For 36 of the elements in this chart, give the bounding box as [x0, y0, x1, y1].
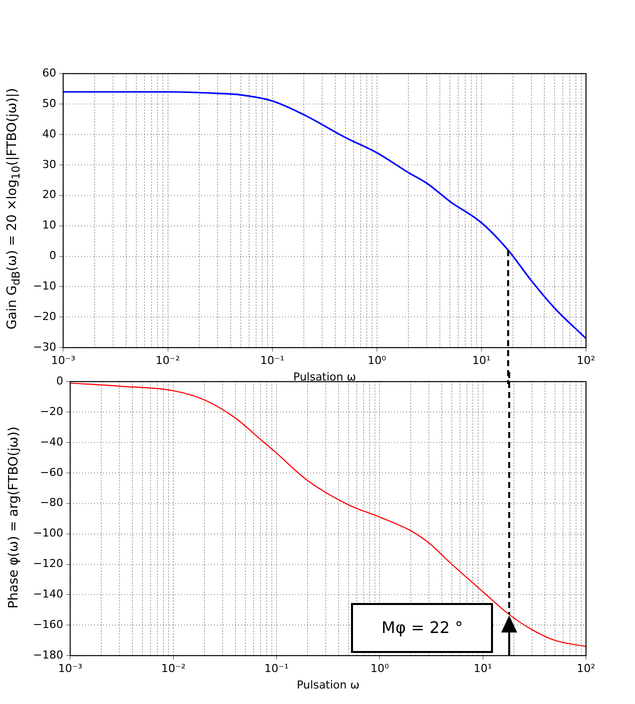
x-tick-label: 10² [576, 354, 596, 368]
x-axis-title: Pulsation ω [293, 370, 356, 384]
x-tick-label: 10¹ [474, 662, 492, 676]
y-tick-label: 20 [42, 188, 56, 202]
x-tick-label: 10⁻¹ [260, 354, 284, 368]
x-tick-label: 10⁻³ [58, 662, 82, 676]
y-tick-label: −80 [40, 496, 64, 510]
x-tick-label: 10⁰ [368, 354, 387, 368]
y-tick-label: 0 [49, 249, 56, 262]
y-tick-label: 10 [42, 218, 56, 232]
y-tick-label: 0 [56, 374, 64, 388]
y-tick-label: −10 [32, 280, 56, 293]
y-tick-label: −20 [40, 404, 64, 418]
y-axis-title: Phase φ(ω) = arg(FTBO(jω)) [6, 426, 22, 608]
x-tick-label: 10⁻¹ [264, 662, 289, 676]
x-tick-label: 10⁻² [156, 354, 180, 368]
y-tick-label: 50 [42, 96, 56, 110]
y-tick-label: −180 [32, 648, 64, 662]
x-tick-label: 10¹ [472, 354, 491, 368]
x-tick-label: 10⁰ [370, 662, 390, 676]
y-tick-label: −120 [32, 557, 64, 570]
y-tick-label: −160 [32, 618, 64, 632]
x-tick-label: 10⁻² [161, 662, 186, 676]
y-tick-label: −100 [32, 526, 64, 540]
y-tick-label: −60 [40, 466, 64, 479]
y-tick-label: −40 [40, 435, 64, 448]
y-tick-label: −20 [32, 310, 56, 324]
y-tick-label: 60 [42, 66, 56, 80]
y-tick-label: −140 [32, 588, 64, 601]
y-tick-label: 40 [42, 127, 56, 140]
x-tick-label: 10² [576, 662, 596, 676]
y-tick-label: 30 [42, 158, 56, 171]
y-tick-label: −30 [32, 340, 56, 354]
note-box: Mφ = 22 ° [351, 603, 494, 653]
x-axis-title: Pulsation ω [296, 678, 360, 692]
x-tick-label: 10⁻³ [51, 354, 76, 368]
